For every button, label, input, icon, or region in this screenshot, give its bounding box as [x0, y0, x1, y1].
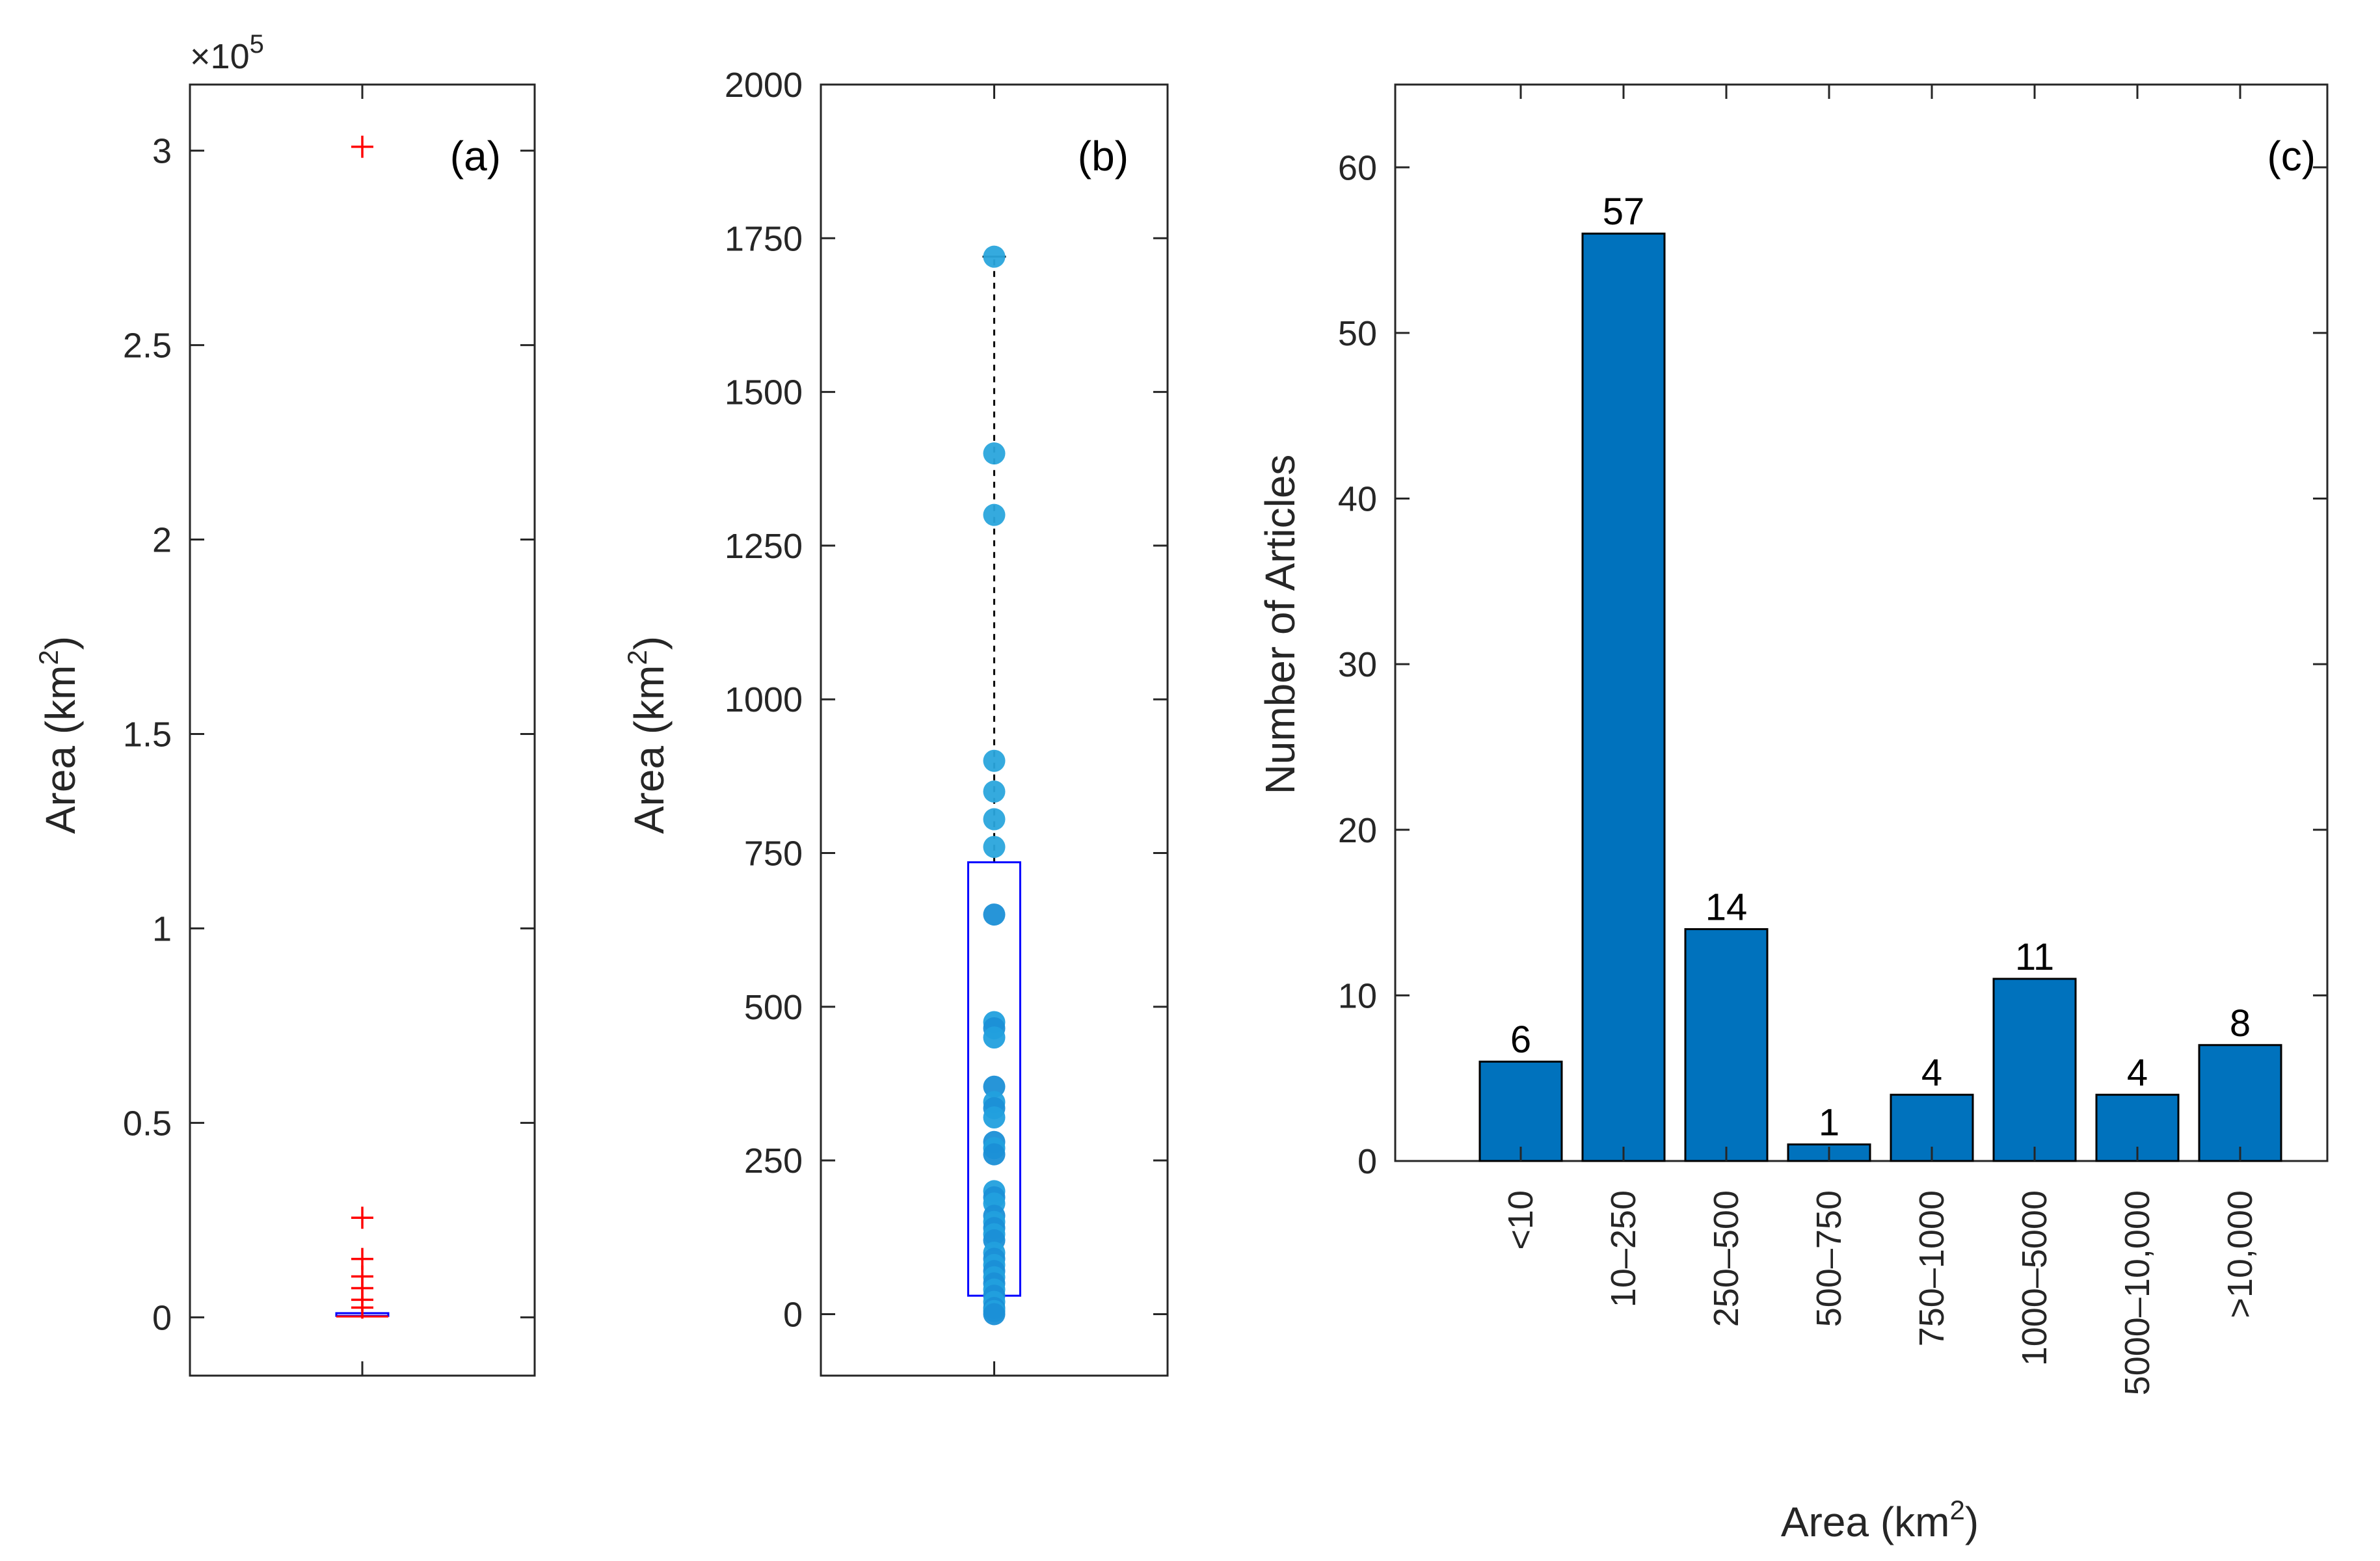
panel-b-point — [983, 780, 1006, 803]
panel-c-bar-label: 6 — [1510, 1019, 1531, 1061]
panel-c-ylabel: Number of Articles — [1257, 455, 1304, 795]
panel-c-bar-label: 8 — [2230, 1002, 2251, 1045]
panel-b-point — [983, 1143, 1006, 1166]
panel-a-ytick-label: 2.5 — [123, 327, 172, 366]
panel-a-ylabel-end: ) — [37, 636, 84, 650]
panel-b-point — [983, 903, 1006, 926]
panel-b-ylabel-sup: 2 — [622, 650, 652, 665]
panel-c-xtick-label: 500–750 — [1810, 1190, 1849, 1327]
panel-a-ylabel-text: Area (km — [37, 665, 84, 834]
panel-b-ytick-label: 1500 — [725, 373, 803, 412]
panel-c-bar-label: 1 — [1819, 1102, 1839, 1144]
panel-c-xtick-label: 1000–5000 — [2015, 1190, 2054, 1366]
panel-c-ytick-label: 40 — [1338, 480, 1377, 519]
panel-c-xlabel-sup: 2 — [1949, 1495, 1964, 1525]
panel-a-exponent-power: 5 — [250, 30, 264, 59]
panel-b-point — [983, 836, 1006, 859]
panel-c-xtick-label: >10,000 — [2221, 1190, 2260, 1318]
panel-c-bar-label: 4 — [1921, 1052, 1942, 1094]
panel-c-xtick-label: 750–1000 — [1912, 1190, 1951, 1346]
panel-c-ytick-label: 20 — [1338, 811, 1377, 850]
panel-b-ylabel-end: ) — [626, 636, 673, 650]
panel-b-point — [983, 808, 1006, 831]
panel-b-point — [983, 1303, 1006, 1326]
panel-b-boxplot: 0 250 500 750 1000 1250 1500 1750 2000 (b) Area (k… — [622, 66, 1169, 1377]
panel-a-ytick-label: 3 — [152, 132, 172, 171]
panel-a-ytick-label: 0.5 — [123, 1104, 172, 1143]
panel-c-bar-label: 11 — [2015, 936, 2054, 978]
panel-a-ytick-label: 1.5 — [123, 715, 172, 754]
panel-c-ytick-label: 0 — [1357, 1142, 1377, 1181]
panel-b-ylabel-text: Area (km — [626, 665, 673, 834]
panel-a-outlier — [351, 1296, 373, 1319]
panel-c-xtick-label: 10–250 — [1604, 1190, 1643, 1307]
panel-c-bar — [1581, 232, 1666, 1162]
panel-c-bar-label: 4 — [2127, 1052, 2148, 1094]
panel-c-bar — [2198, 1044, 2282, 1162]
panel-b-point — [983, 442, 1006, 465]
panel-c-bar — [1992, 978, 2077, 1162]
panel-c-xtick-label: <10 — [1501, 1190, 1540, 1250]
panel-b-ytick-label: 1250 — [725, 527, 803, 566]
panel-b-point — [983, 749, 1006, 772]
panel-b-ytick-label: 1000 — [725, 680, 803, 719]
panel-c-xlabel-end: ) — [1965, 1499, 1979, 1545]
panel-a-outlier — [351, 1207, 373, 1229]
panel-b-point — [983, 1026, 1006, 1049]
panel-c-bar-label: 14 — [1705, 887, 1748, 929]
panel-a-ytick-label: 1 — [152, 909, 172, 948]
panel-c-xlabel-text: Area (km — [1781, 1499, 1950, 1545]
panel-c-ytick-label: 60 — [1338, 148, 1377, 187]
panel-c-xtick-label: 5000–10,000 — [2118, 1190, 2157, 1395]
panel-c-ytick-label: 30 — [1338, 645, 1377, 684]
panel-c-label: (c) — [2267, 133, 2316, 180]
panel-b-point — [983, 503, 1006, 526]
panel-c-bar — [1684, 928, 1769, 1162]
panel-b-ytick-label: 500 — [744, 988, 803, 1027]
panel-a-boxplot: 00.511.522.53×105(a)Area (km2) — [33, 30, 536, 1377]
panel-a-ylabel: Area (km2) — [33, 636, 84, 834]
panel-c-axes-frame — [1394, 83, 2329, 1162]
panel-b-ytick-label: 2000 — [725, 66, 803, 105]
panel-a-exponent: ×105 — [190, 30, 264, 76]
panel-b-ylabel: Area (km2) — [622, 636, 673, 834]
panel-c-bar-label: 57 — [1603, 191, 1645, 233]
panel-b-ytick-label: 0 — [783, 1295, 803, 1334]
panel-a-ytick-label: 2 — [152, 521, 172, 560]
panel-a-label: (a) — [450, 133, 501, 180]
panel-c-bar — [1478, 1060, 1563, 1162]
panel-a-ylabel-sup: 2 — [33, 650, 64, 665]
panel-a-exponent-base: ×10 — [190, 37, 250, 76]
panel-a-axes-frame — [189, 83, 536, 1377]
panel-c-ytick-label: 50 — [1338, 314, 1377, 353]
panel-b-point — [983, 1106, 1006, 1128]
panel-b-ytick-label: 250 — [744, 1141, 803, 1181]
panel-b-label: (b) — [1078, 133, 1129, 180]
panel-c-bar-chart: 0 10 20 30 40 50 60 6 <10 57 10–250 14 250–500 1 500–7… — [1257, 83, 2329, 1545]
panel-b-point — [983, 245, 1006, 268]
panel-b-point — [983, 1075, 1006, 1098]
panel-a-ytick-label: 0 — [152, 1298, 172, 1337]
panel-b-ytick-label: 750 — [744, 834, 803, 874]
panel-c-ytick-label: 10 — [1338, 976, 1377, 1015]
panel-c-xlabel: Area (km2) — [1781, 1495, 1979, 1545]
panel-b-ytick-label: 1750 — [725, 219, 803, 258]
panel-a-outlier — [351, 135, 373, 158]
panel-c-xtick-label: 250–500 — [1707, 1190, 1746, 1327]
